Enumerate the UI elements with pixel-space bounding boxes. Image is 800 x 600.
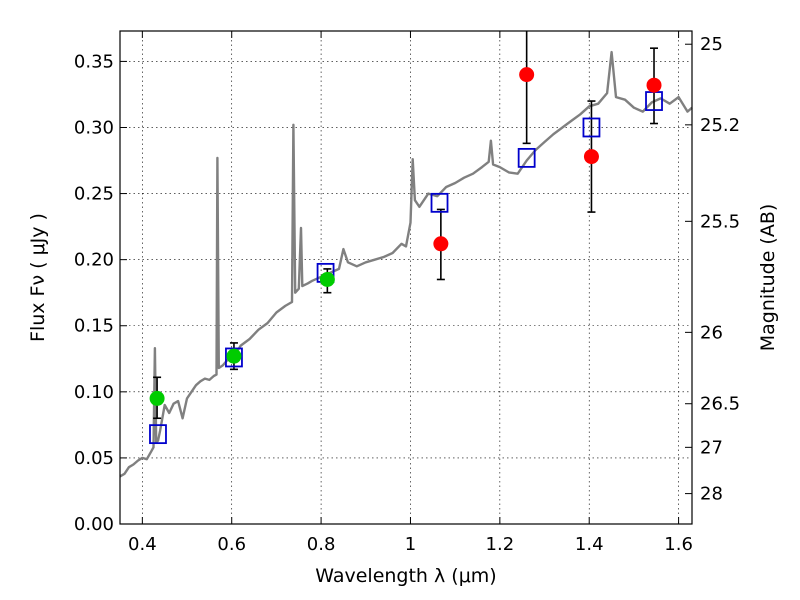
x-tick-labels: 0.4 0.6 0.8 1 1.2 1.4 1.6 [128, 534, 693, 555]
model-photometry-square [582, 117, 601, 138]
grid-lines [120, 31, 692, 524]
y2-tick-label: 25.2 [700, 115, 740, 136]
magnitude-tick-labels: 25 25.2 25.5 26 26.5 27 28 [700, 34, 740, 504]
model-photometry-square [149, 424, 167, 445]
observed-point [319, 271, 335, 287]
x-tick-label: 1.4 [575, 534, 604, 555]
observed-point [646, 77, 662, 93]
y-tick-labels: 0.00 0.05 0.10 0.15 0.20 0.25 0.30 0.35 [74, 51, 114, 535]
y2-tick-label: 25 [700, 34, 723, 55]
observed-point [226, 348, 242, 364]
plot-frame [119, 30, 693, 525]
y-tick-label: 0.15 [74, 316, 114, 337]
x-tick-label: 0.6 [217, 534, 246, 555]
observed-point [519, 67, 535, 83]
y-tick-label: 0.00 [74, 514, 114, 535]
x-axis-title: Wavelength λ (μm) [315, 565, 496, 587]
axis-ticks [120, 31, 692, 525]
model-photometry-square [517, 147, 536, 168]
x-tick-label: 1.6 [664, 534, 693, 555]
x-tick-label: 0.4 [128, 534, 157, 555]
x-tick-label: 1.2 [486, 534, 515, 555]
y-tick-label: 0.05 [74, 448, 114, 469]
model-spectrum [119, 50, 693, 478]
y2-tick-label: 28 [700, 484, 723, 505]
y2-tick-label: 27 [700, 437, 723, 458]
x-tick-label: 1 [405, 534, 416, 555]
model-photometry-square [430, 192, 449, 213]
y2-tick-label: 25.5 [700, 211, 740, 232]
observed-point [583, 149, 599, 165]
y-axis-title: Flux Fν ( μJy ) [27, 213, 49, 342]
y-tick-label: 0.25 [74, 184, 114, 205]
y-tick-label: 0.30 [74, 117, 114, 138]
spectrum-line [119, 50, 693, 478]
y-tick-label: 0.35 [74, 51, 114, 72]
y-tick-label: 0.10 [74, 382, 114, 403]
y-tick-label: 0.20 [74, 250, 114, 271]
y2-tick-label: 26 [700, 322, 723, 343]
observed-point [149, 390, 165, 406]
y2-axis-title: Magnitude (AB) [757, 204, 779, 352]
x-tick-label: 0.8 [307, 534, 336, 555]
observed-point [433, 236, 449, 252]
observed-points [149, 67, 662, 406]
model-photometry-square [225, 347, 243, 368]
y2-tick-label: 26.5 [700, 394, 740, 415]
